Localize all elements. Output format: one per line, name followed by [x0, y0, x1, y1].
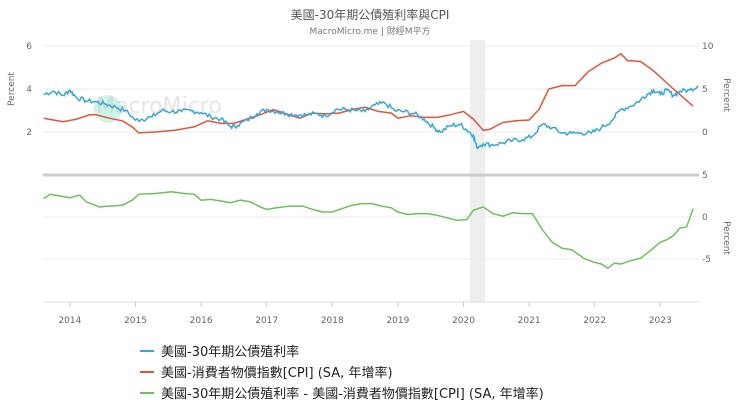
- legend-item-cpi[interactable]: 美國-消費者物價指數[CPI] (SA, 年增率): [140, 361, 544, 382]
- legend-label-yield: 美國-30年期公債殖利率: [161, 345, 300, 360]
- right-axis-title: Percent: [721, 78, 731, 112]
- left-axis-tick: 6: [26, 42, 32, 52]
- lower-axis-tick: 0: [702, 213, 708, 223]
- legend-swatch-diff: [140, 391, 154, 394]
- x-axis-tick: 2023: [649, 316, 672, 326]
- yield-line[interactable]: [43, 85, 699, 150]
- legend-label-diff: 美國-30年期公債殖利率 - 美國-消費者物價指數[CPI] (SA, 年增率): [161, 387, 544, 402]
- cpi-line[interactable]: [43, 52, 694, 134]
- legend-item-diff[interactable]: 美國-30年期公債殖利率 - 美國-消費者物價指數[CPI] (SA, 年增率): [140, 382, 544, 403]
- x-axis-tick: 2021: [518, 316, 541, 326]
- right-axis-tick: 0: [702, 128, 708, 138]
- x-axis-tick: 2017: [255, 316, 278, 326]
- legend-swatch-yield: [140, 349, 154, 352]
- spread-line[interactable]: [43, 191, 694, 270]
- x-axis-tick: 2018: [321, 316, 344, 326]
- legend-item-yield[interactable]: 美國-30年期公債殖利率: [140, 340, 544, 361]
- chart-title: 美國-30年期公債殖利率與CPI: [290, 8, 450, 22]
- x-axis-tick: 2015: [124, 316, 147, 326]
- watermark: MacroMicro: [96, 94, 222, 119]
- left-axis-tick: 2: [26, 128, 32, 138]
- legend: 美國-30年期公債殖利率 美國-消費者物價指數[CPI] (SA, 年增率) 美…: [140, 340, 544, 403]
- x-axis-tick: 2020: [452, 316, 475, 326]
- legend-label-cpi: 美國-消費者物價指數[CPI] (SA, 年增率): [161, 366, 393, 381]
- right-axis-tick: 5: [702, 85, 708, 95]
- right-axis-tick: 10: [702, 42, 714, 52]
- left-axis-tick: 4: [26, 85, 32, 95]
- x-axis-tick: 2019: [386, 316, 409, 326]
- shaded-period: [470, 40, 486, 302]
- gridlines: [43, 45, 699, 260]
- x-axis-tick: 2016: [190, 316, 213, 326]
- legend-swatch-cpi: [140, 370, 154, 373]
- chart-subtitle: MacroMicro.me | 財經M平方: [309, 27, 431, 37]
- x-axis-tick: 2022: [583, 316, 606, 326]
- left-axis-title: Percent: [7, 72, 17, 106]
- series-lines[interactable]: [43, 52, 699, 270]
- axes: 2 4 6 0 5 10 -5 0 5 2014 2015 2016 2017 2018 2019 2020 2…: [7, 42, 731, 326]
- lower-axis-tick: -5: [702, 255, 711, 265]
- lower-axis-title: Percent: [721, 221, 731, 255]
- lower-axis-tick: 5: [702, 171, 708, 181]
- recession-shade: [470, 40, 486, 302]
- x-axis-tick: 2014: [58, 316, 81, 326]
